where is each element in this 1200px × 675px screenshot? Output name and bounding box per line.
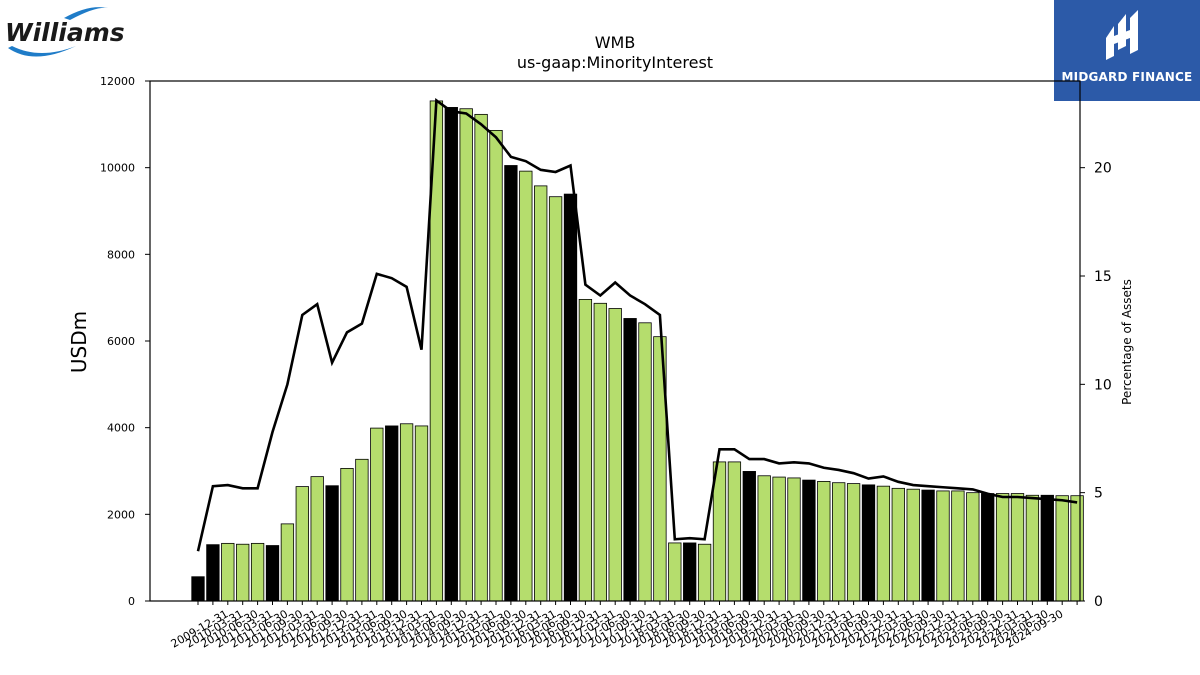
- bar-2009-12-31: [191, 576, 205, 602]
- y-tick-label: 2000: [107, 508, 135, 521]
- bar-2015-12-31: [548, 196, 563, 602]
- bar-2018-12-31: [727, 461, 742, 602]
- bar-2022-09-30: [951, 490, 965, 602]
- logo-wordmark: Williams: [5, 18, 124, 47]
- bar-2014-03-31: [444, 107, 458, 602]
- bar-2021-09-30: [891, 487, 905, 602]
- y2-axis-ticks: 0 5 10 15 20: [1080, 161, 1112, 610]
- bar-2022-06-30: [936, 490, 950, 602]
- y2-tick-label: 15: [1094, 269, 1112, 285]
- bar-2011-09-30: [295, 486, 309, 602]
- chart-title: WMB: [595, 33, 636, 52]
- y-tick-label: 8000: [107, 248, 135, 261]
- bar-2012-12-31: [370, 427, 384, 602]
- y-tick-label: 0: [128, 595, 135, 608]
- bar-2020-09-30: [832, 482, 846, 602]
- bar-2019-09-30: [772, 476, 786, 602]
- bar-2021-03-31: [861, 484, 876, 602]
- bar-2015-03-31: [504, 165, 518, 602]
- bar-2016-06-30: [578, 298, 593, 602]
- bar-2018-06-30: [697, 543, 712, 602]
- midgard-emblem-icon: [1106, 10, 1138, 60]
- bar-2020-12-31: [846, 483, 861, 602]
- bar-2010-06-30: [221, 542, 235, 602]
- bar-2024-03-31: [1040, 494, 1054, 602]
- bar-2017-06-30: [638, 322, 652, 602]
- bar-2013-06-30: [399, 423, 414, 602]
- y2-tick-label: 5: [1094, 486, 1103, 502]
- y2-tick-label: 0: [1094, 594, 1103, 610]
- y-tick-label: 10000: [100, 162, 135, 175]
- bar-2011-12-31: [310, 476, 324, 602]
- plot-frame: [149, 80, 1081, 602]
- brand-name: MIDGARD FINANCE: [1061, 70, 1193, 84]
- bar-2017-03-31: [623, 318, 637, 602]
- bar-2012-06-30: [340, 467, 354, 602]
- bar-2024-09-30: [1070, 495, 1084, 602]
- bar-2019-03-31: [742, 471, 756, 602]
- y-tick-label: 6000: [107, 335, 135, 348]
- bar-2016-03-31: [563, 193, 578, 602]
- bar-2020-06-30: [817, 480, 831, 602]
- bar-2023-12-31: [1025, 494, 1040, 602]
- bar-2023-06-30: [995, 493, 1010, 602]
- bar-2011-06-30: [280, 523, 295, 602]
- bar-2020-03-31: [802, 479, 816, 602]
- bar-2023-03-31: [981, 493, 995, 602]
- y2-axis-label: Percentage of Assets: [1120, 279, 1134, 405]
- bar-2019-12-31: [787, 477, 801, 602]
- bar-2013-03-31: [385, 425, 399, 602]
- midgard-finance-logo: MIDGARD FINANCE: [1054, 0, 1200, 101]
- bar-2024-06-30: [1055, 495, 1069, 602]
- x-axis-ticks: 2009-12-312010-03-312010-06-302011-03-31…: [169, 601, 1078, 651]
- y-tick-label: 4000: [107, 422, 135, 435]
- bar-2012-09-30: [355, 458, 369, 602]
- bar-2016-09-30: [593, 302, 607, 602]
- bar-2019-06-30: [757, 475, 771, 602]
- percentage-of-assets-line: [196, 98, 1078, 552]
- y-tick-label: 12000: [100, 75, 135, 88]
- bar-2015-09-30: [534, 185, 548, 602]
- bar-series: [191, 100, 1084, 602]
- chart-subtitle: us-gaap:MinorityInterest: [517, 53, 713, 72]
- bar-2012-03-31: [325, 485, 339, 602]
- y2-tick-label: 20: [1094, 161, 1112, 177]
- bar-2010-09-30: [236, 543, 250, 602]
- bar-2018-03-31: [683, 542, 697, 602]
- y2-tick-label: 10: [1094, 377, 1112, 393]
- bar-2015-06-30: [519, 170, 533, 602]
- y-axis-ticks: 0 2000 4000 6000 8000 10000 12000: [100, 75, 150, 608]
- y-axis-label: USDm: [67, 311, 91, 373]
- bar-2021-06-30: [876, 485, 891, 602]
- logo-swoosh-top: [64, 7, 108, 20]
- bar-2014-06-30: [459, 108, 473, 602]
- bar-2017-12-31: [668, 542, 682, 602]
- bar-2013-09-30: [414, 425, 429, 602]
- bar-2022-12-31: [966, 492, 980, 602]
- bar-2014-09-30: [474, 113, 488, 602]
- bar-2014-12-31: [489, 129, 503, 602]
- williams-logo: Williams: [4, 4, 125, 66]
- bar-2021-12-31: [906, 488, 920, 602]
- bar-2023-09-30: [1010, 493, 1025, 602]
- bar-2016-12-31: [608, 308, 622, 602]
- bar-2010-12-31: [250, 542, 265, 602]
- bar-2010-03-31: [206, 544, 220, 602]
- bar-2011-03-31: [265, 545, 280, 602]
- logo-swoosh-bottom: [8, 46, 76, 57]
- bar-2022-03-31: [921, 489, 935, 602]
